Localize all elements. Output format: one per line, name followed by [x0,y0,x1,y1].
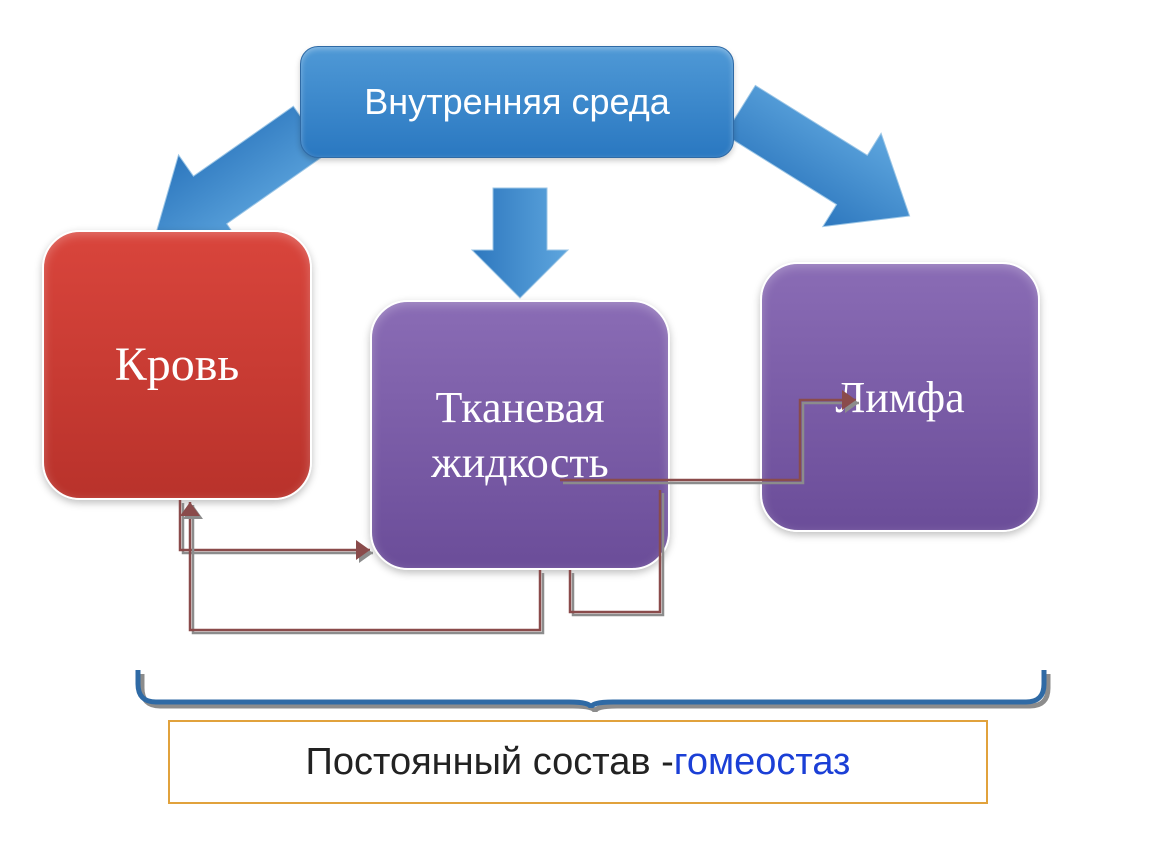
caption-prefix: Постоянный состав - [306,741,674,784]
connector-shadow [193,505,543,633]
caption-highlight: гомеостаз [674,741,851,784]
connector [570,490,660,612]
connector [190,502,540,630]
connector-shadow [183,503,373,553]
connector-shadow [563,403,859,483]
brace [138,670,1044,708]
caption-box: Постоянный состав - гомеостаз [168,720,988,804]
connector-shadow [573,493,663,615]
connector [560,400,856,480]
connector [180,500,370,550]
